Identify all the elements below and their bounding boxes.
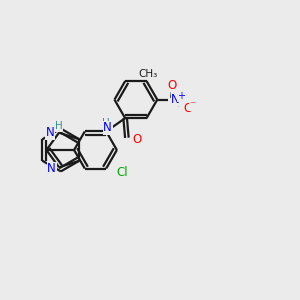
Text: H: H bbox=[55, 121, 63, 131]
Text: H: H bbox=[102, 118, 110, 128]
Text: O: O bbox=[183, 102, 192, 115]
Text: +: + bbox=[177, 91, 185, 101]
Text: Cl: Cl bbox=[117, 167, 128, 179]
Text: ⁻: ⁻ bbox=[190, 100, 196, 111]
Text: O: O bbox=[132, 133, 142, 146]
Text: O: O bbox=[167, 79, 177, 92]
Text: CH₃: CH₃ bbox=[138, 69, 158, 79]
Text: N: N bbox=[171, 92, 180, 106]
Text: N: N bbox=[47, 162, 56, 175]
Text: N: N bbox=[103, 122, 112, 134]
Text: N: N bbox=[46, 126, 55, 139]
